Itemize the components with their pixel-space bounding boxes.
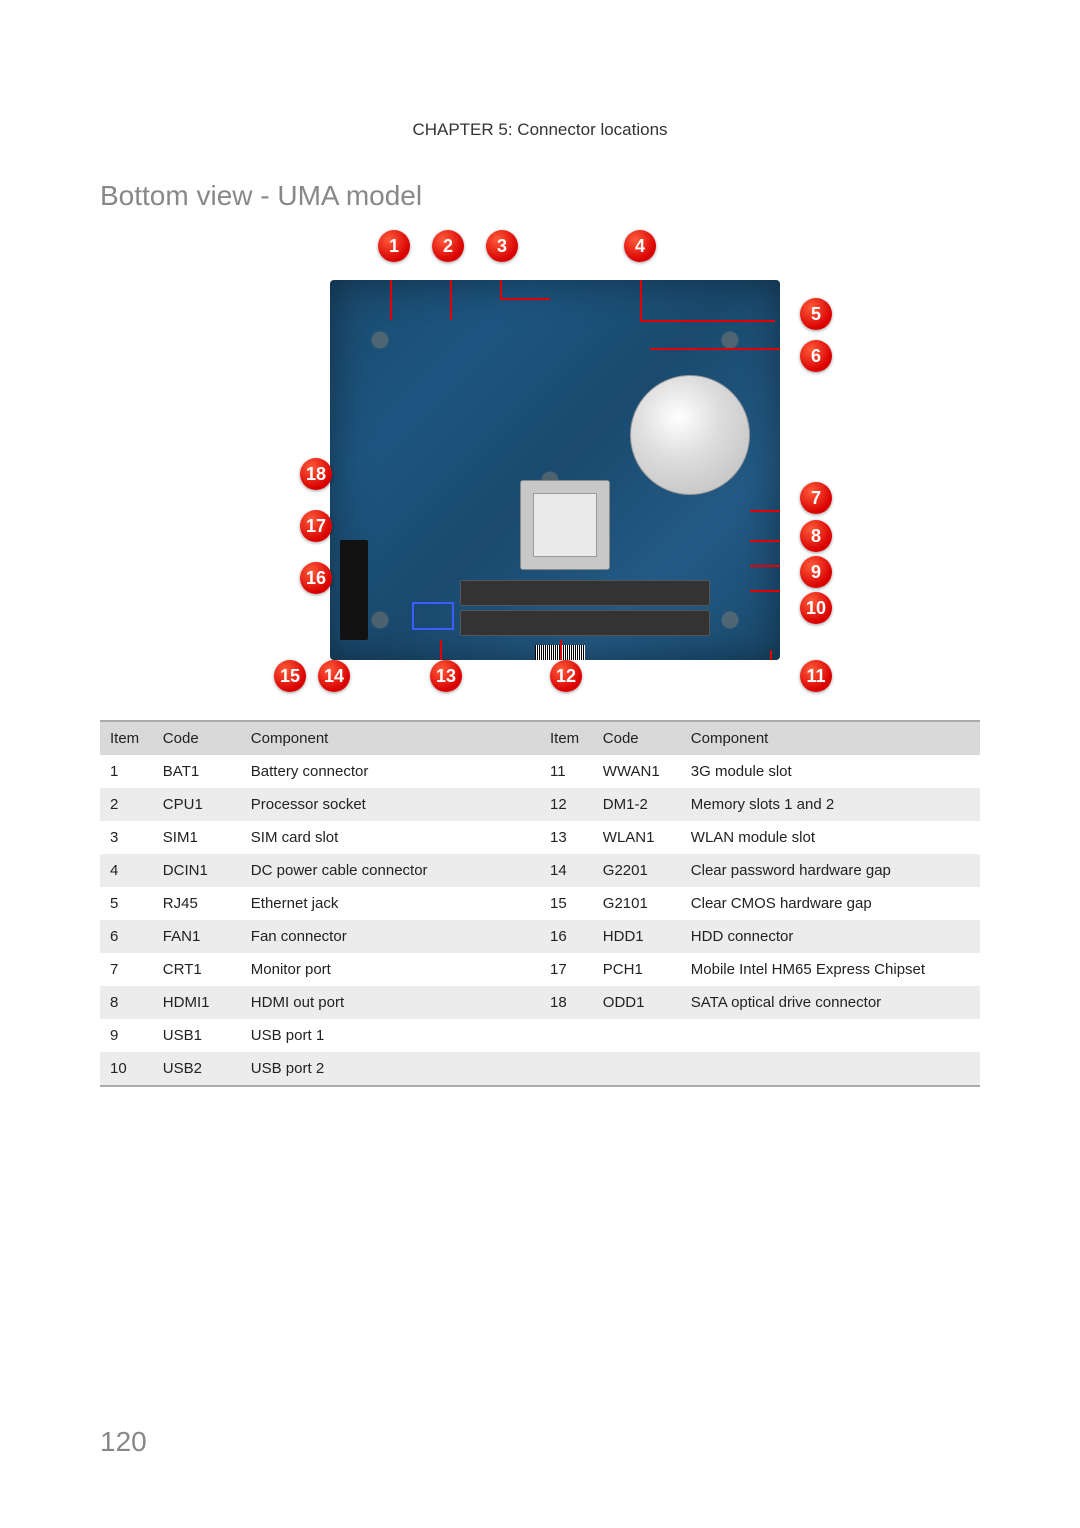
th-item: Item (100, 721, 153, 755)
section-title: Bottom view - UMA model (100, 180, 980, 212)
cell: 14 (540, 854, 593, 887)
cell: PCH1 (593, 953, 681, 986)
cell: RJ45 (153, 887, 241, 920)
cell (593, 1052, 681, 1086)
cell: G2101 (593, 887, 681, 920)
cell: 8 (100, 986, 153, 1019)
cell (540, 1052, 593, 1086)
cell: WLAN1 (593, 821, 681, 854)
callout-10: 10 (800, 592, 832, 624)
cell: CRT1 (153, 953, 241, 986)
cell: 3G module slot (681, 755, 980, 788)
th-comp: Component (241, 721, 540, 755)
cell: 5 (100, 887, 153, 920)
cell: 17 (540, 953, 593, 986)
cell: CPU1 (153, 788, 241, 821)
cell: 13 (540, 821, 593, 854)
highlight-box (412, 602, 454, 630)
cell: USB2 (153, 1052, 241, 1086)
cell: BAT1 (153, 755, 241, 788)
callout-2: 2 (432, 230, 464, 262)
cell: 2 (100, 788, 153, 821)
cell: G2201 (593, 854, 681, 887)
cell: Clear CMOS hardware gap (681, 887, 980, 920)
cell: 18 (540, 986, 593, 1019)
th-item: Item (540, 721, 593, 755)
motherboard-diagram: 1 2 3 4 5 6 7 8 9 10 11 12 13 14 15 18 1… (230, 220, 850, 700)
cell: 16 (540, 920, 593, 953)
cell: 6 (100, 920, 153, 953)
cell: SATA optical drive connector (681, 986, 980, 1019)
cell: Ethernet jack (241, 887, 540, 920)
cell: Memory slots 1 and 2 (681, 788, 980, 821)
callout-17: 17 (300, 510, 332, 542)
callout-9: 9 (800, 556, 832, 588)
callout-7: 7 (800, 482, 832, 514)
callout-1: 1 (378, 230, 410, 262)
cell: 4 (100, 854, 153, 887)
cell: Processor socket (241, 788, 540, 821)
chapter-header: CHAPTER 5: Connector locations (100, 120, 980, 140)
motherboard-image (330, 280, 780, 660)
cell: USB1 (153, 1019, 241, 1052)
cell: FAN1 (153, 920, 241, 953)
callout-14: 14 (318, 660, 350, 692)
callout-18: 18 (300, 458, 332, 490)
cell: HDMI out port (241, 986, 540, 1019)
page-number: 120 (100, 1426, 147, 1458)
cell: WLAN module slot (681, 821, 980, 854)
callout-4: 4 (624, 230, 656, 262)
callout-11: 11 (800, 660, 832, 692)
callout-16: 16 (300, 562, 332, 594)
cell: 12 (540, 788, 593, 821)
cell: Clear password hardware gap (681, 854, 980, 887)
cell: 11 (540, 755, 593, 788)
cell: DC power cable connector (241, 854, 540, 887)
cell: 9 (100, 1019, 153, 1052)
th-code: Code (153, 721, 241, 755)
cell (681, 1052, 980, 1086)
callout-13: 13 (430, 660, 462, 692)
callout-5: 5 (800, 298, 832, 330)
cell: 10 (100, 1052, 153, 1086)
cell: Battery connector (241, 755, 540, 788)
cell: ODD1 (593, 986, 681, 1019)
cell: USB port 1 (241, 1019, 540, 1052)
connector-table: Item Code Component Item Code Component … (100, 720, 980, 1087)
callout-3: 3 (486, 230, 518, 262)
cell: 7 (100, 953, 153, 986)
th-comp: Component (681, 721, 980, 755)
cell (681, 1019, 980, 1052)
callout-6: 6 (800, 340, 832, 372)
cell: DCIN1 (153, 854, 241, 887)
callout-15: 15 (274, 660, 306, 692)
cell: HDD1 (593, 920, 681, 953)
cell: 3 (100, 821, 153, 854)
cell: 15 (540, 887, 593, 920)
cell: WWAN1 (593, 755, 681, 788)
cell: Mobile Intel HM65 Express Chipset (681, 953, 980, 986)
cell (593, 1019, 681, 1052)
cell (540, 1019, 593, 1052)
cell: SIM1 (153, 821, 241, 854)
cell: Monitor port (241, 953, 540, 986)
cell: HDD connector (681, 920, 980, 953)
cell: DM1-2 (593, 788, 681, 821)
cell: HDMI1 (153, 986, 241, 1019)
cell: USB port 2 (241, 1052, 540, 1086)
cell: Fan connector (241, 920, 540, 953)
cell: 1 (100, 755, 153, 788)
callout-8: 8 (800, 520, 832, 552)
cell: SIM card slot (241, 821, 540, 854)
callout-12: 12 (550, 660, 582, 692)
th-code: Code (593, 721, 681, 755)
